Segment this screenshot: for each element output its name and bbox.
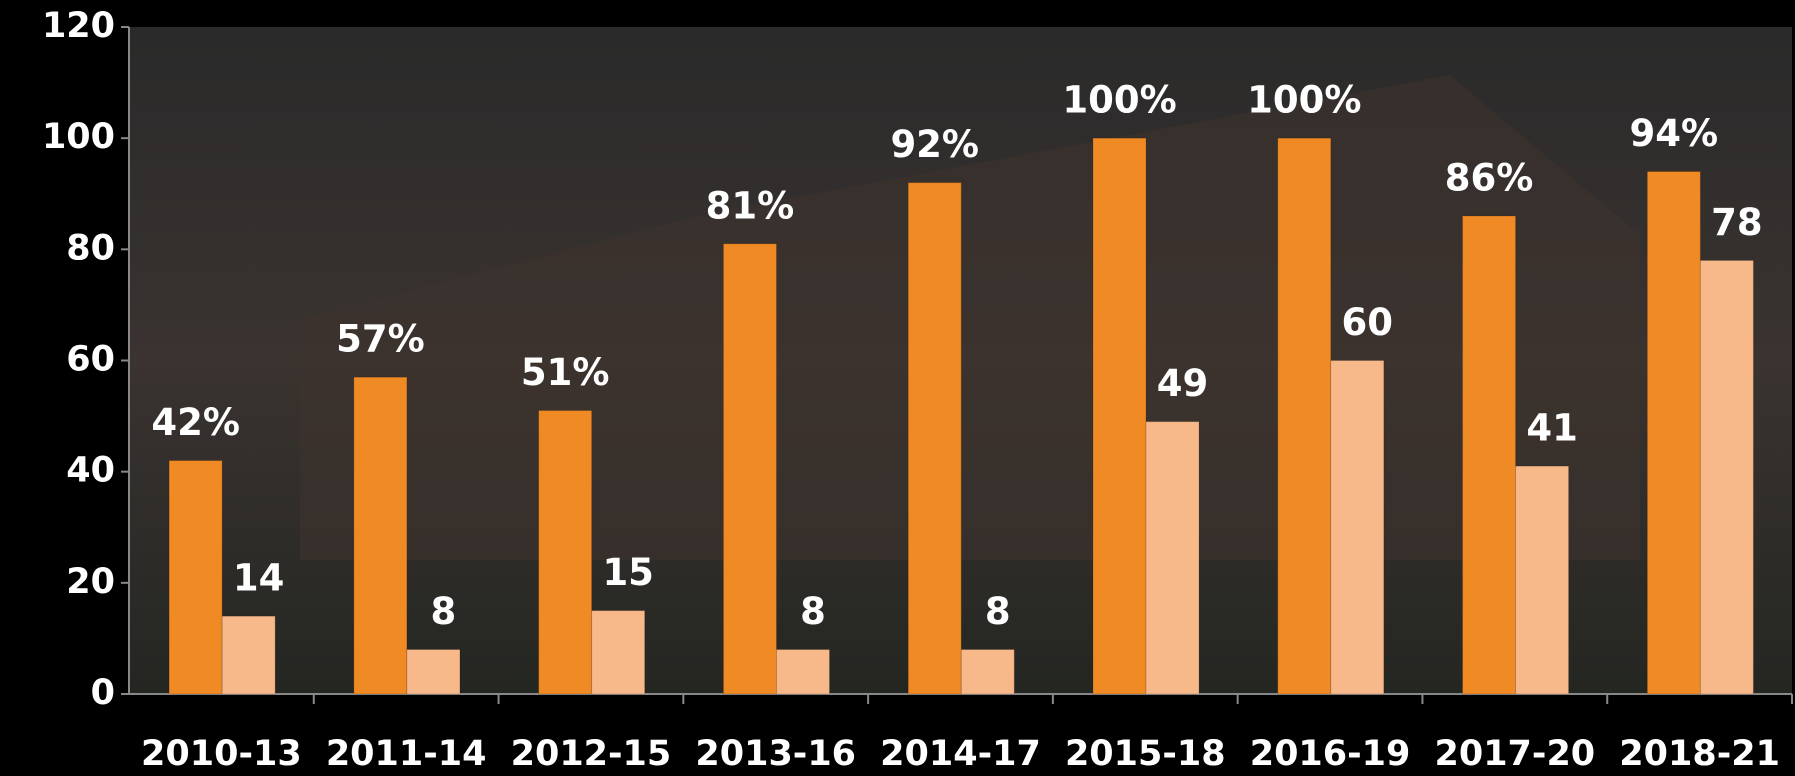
bar: [538, 410, 593, 695]
value-label: 81%: [706, 184, 795, 227]
value-label: 92%: [890, 123, 979, 166]
y-tick-label: 0: [91, 673, 115, 713]
x-tick-label: 2018-21: [1619, 734, 1780, 774]
value-label: 60: [1342, 301, 1394, 344]
bar: [1462, 215, 1517, 695]
bar: [591, 610, 646, 695]
value-label: 100%: [1247, 79, 1361, 122]
x-tick-label: 2010-13: [141, 734, 302, 774]
bar: [1699, 259, 1754, 695]
x-tick-label: 2014-17: [880, 734, 1041, 774]
value-label: 41: [1526, 407, 1578, 450]
x-tick-label: 2013-16: [695, 734, 856, 774]
bar: [1145, 421, 1200, 695]
bar: [722, 243, 777, 695]
value-label: 100%: [1062, 79, 1176, 122]
x-tick-label: 2012-15: [511, 734, 672, 774]
bar: [1646, 171, 1701, 695]
value-label: 8: [431, 590, 457, 633]
bar: [406, 649, 461, 695]
value-label: 14: [233, 557, 285, 600]
bar: [1277, 137, 1332, 695]
value-label: 78: [1711, 201, 1763, 244]
value-label: 49: [1157, 362, 1209, 405]
bar: [1515, 465, 1570, 695]
bar: [1330, 360, 1385, 695]
x-tick-label: 2011-14: [326, 734, 487, 774]
bar: [907, 182, 962, 695]
y-tick-label: 100: [42, 117, 115, 157]
bar: [960, 649, 1015, 695]
value-label: 42%: [151, 401, 240, 444]
value-label: 15: [602, 551, 654, 594]
x-tick-label: 2017-20: [1435, 734, 1596, 774]
y-tick-label: 120: [42, 6, 115, 46]
y-tick-label: 80: [66, 228, 115, 268]
x-tick-label: 2015-18: [1065, 734, 1226, 774]
bar: [1092, 137, 1147, 695]
bar: [221, 615, 276, 695]
value-label: 86%: [1445, 156, 1534, 199]
y-tick-label: 40: [66, 451, 115, 491]
value-label: 8: [800, 590, 826, 633]
value-label: 57%: [336, 318, 425, 361]
y-tick-label: 60: [66, 340, 115, 380]
y-tick-label: 20: [66, 562, 115, 602]
x-tick-label: 2016-19: [1250, 734, 1411, 774]
value-label: 8: [985, 590, 1011, 633]
bar: [775, 649, 830, 695]
value-label: 51%: [521, 351, 610, 394]
value-label: 94%: [1630, 112, 1719, 155]
bar: [168, 460, 223, 695]
bar: [353, 376, 408, 695]
